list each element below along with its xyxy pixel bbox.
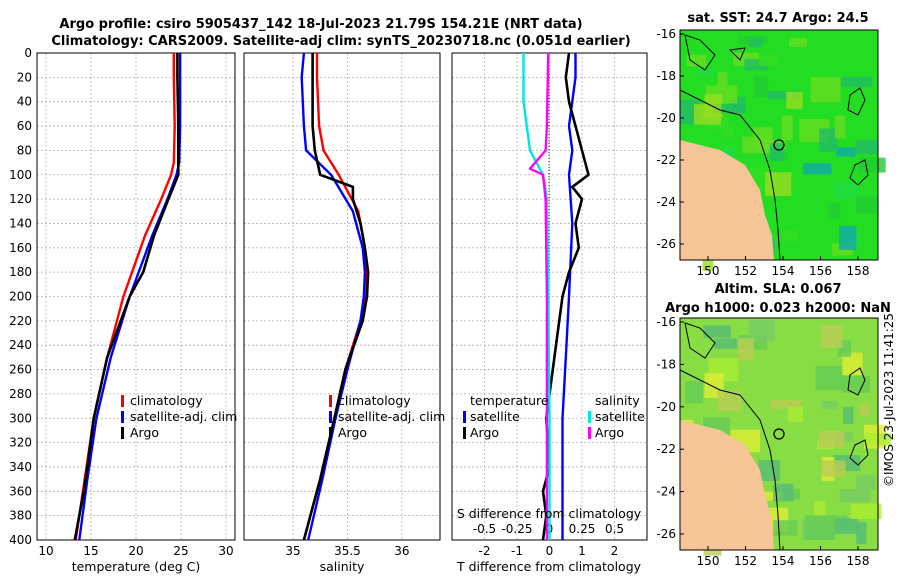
xtick-label: 30 (218, 544, 233, 558)
salinity-axes (243, 52, 441, 541)
lat-tick-label: -24 (656, 485, 676, 499)
title-line-1: Argo profile: csiro 5905437_142 18-Jul-2… (59, 17, 582, 32)
xtick-top-label: -0.25 (501, 522, 532, 536)
series-argo (73, 53, 180, 541)
lat-tick-label: -16 (656, 315, 676, 329)
ytick-label: 240 (9, 338, 32, 352)
lat-tick-label: -16 (656, 27, 676, 41)
ytick-label: 260 (9, 363, 32, 377)
lon-tick-label: 158 (847, 264, 870, 278)
ytick-label: 60 (17, 119, 32, 133)
xtick-label: 2 (611, 544, 619, 558)
legend-T-satellite: satellite (470, 409, 520, 424)
xtick-top-label: -0.5 (473, 522, 496, 536)
lat-tick-label: -22 (656, 442, 676, 456)
legend-S-satellite: satellite (595, 409, 645, 424)
ytick-label: 120 (9, 192, 32, 206)
series-s-argo (528, 52, 550, 540)
legend-satellite: satellite-adj. clim (130, 409, 237, 424)
lat-tick-label: -18 (656, 357, 676, 371)
lon-tick-label: 158 (847, 554, 870, 568)
ytick-label: 160 (9, 241, 32, 255)
legend-temperature: temperature (470, 393, 549, 408)
xtick-label: 15 (83, 544, 98, 558)
ytick-label: 140 (9, 216, 32, 230)
legend-climatology-2: climatology (338, 393, 411, 408)
imos-watermark: ©IMOS 23-Jul-2023 11:41:25 (882, 313, 896, 487)
lat-tick-label: -26 (656, 237, 676, 251)
legend-argo-2: Argo (338, 425, 367, 440)
ytick-label: 220 (9, 314, 32, 328)
xtick-top-label: 0.5 (605, 522, 624, 536)
sst-map: sat. SST: 24.7 Argo: 24.5 150 152 154 156 15… (656, 11, 886, 278)
legend-argo: Argo (130, 425, 159, 440)
difference-xlabel-top: S difference from climatology (457, 506, 642, 521)
xtick-label: 25 (173, 544, 188, 558)
legend-salinity: salinity (595, 393, 640, 408)
xtick-label: -2 (479, 544, 491, 558)
lon-tick-label: 152 (734, 554, 757, 568)
lat-tick-label: -20 (656, 400, 676, 414)
ytick-label: 20 (17, 70, 32, 84)
ytick-label: 100 (9, 168, 32, 182)
xtick-label: 10 (38, 544, 53, 558)
xtick-label: 20 (128, 544, 143, 558)
ytick-label: 400 (9, 533, 32, 547)
ytick-label: 320 (9, 436, 32, 450)
xtick-label: 1 (578, 544, 586, 558)
ytick-label: 0 (24, 46, 32, 60)
ytick-label: 340 (9, 460, 32, 474)
lat-tick-label: -26 (656, 527, 676, 541)
legend-climatology: climatology (130, 393, 203, 408)
sst-map-title: sat. SST: 24.7 Argo: 24.5 (687, 11, 868, 26)
ytick-label: 300 (9, 411, 32, 425)
ytick-label: 80 (17, 143, 32, 157)
lon-tick-label: 150 (697, 554, 720, 568)
temperature-panel: 0 20 40 60 80 100 120 140 160 180 200 220 240 260 280 3… (9, 46, 237, 574)
lat-tick-label: -20 (656, 111, 676, 125)
lon-tick-label: 150 (697, 264, 720, 278)
lon-tick-label: 156 (809, 554, 832, 568)
legend-S-argo: Argo (595, 425, 624, 440)
lon-tick-label: 154 (772, 554, 795, 568)
difference-panel: -2 -1 0 1 2-0.5 -0.25 0 0.25 0.5 T difference fr… (451, 52, 648, 574)
ytick-label: 360 (9, 484, 32, 498)
ytick-label: 200 (9, 290, 32, 304)
xtick-label: 35.5 (334, 544, 361, 558)
lon-tick-label: 152 (734, 264, 757, 278)
salinity-panel: 35 35.5 36 salinity climatology satellite-… (243, 52, 445, 574)
salinity-xlabel: salinity (320, 559, 365, 574)
xtick-label: 36 (394, 544, 409, 558)
ytick-label: 180 (9, 265, 32, 279)
sla-map-title-2: Argo h1000: 0.023 h2000: NaN (665, 301, 891, 316)
xtick-top-label: 0.25 (569, 522, 596, 536)
legend-T-argo: Argo (470, 425, 499, 440)
title-line-2: Climatology: CARS2009. Satellite-adj cli… (51, 34, 630, 49)
temperature-axes (36, 52, 236, 541)
lon-tick-label: 156 (809, 264, 832, 278)
sla-map: Altim. SLA: 0.067 Argo h1000: 0.023 h200… (656, 282, 892, 568)
difference-legend: temperature salinity satellite Argo sate… (463, 393, 645, 440)
salinity-legend: climatology satellite-adj. clim Argo (329, 393, 445, 440)
lat-tick-label: -22 (656, 153, 676, 167)
ytick-label: 380 (9, 509, 32, 523)
sla-map-title-1: Altim. SLA: 0.067 (715, 282, 842, 297)
lat-tick-label: -18 (656, 69, 676, 83)
xtick-label: 0 (546, 544, 554, 558)
ytick-label: 40 (17, 95, 32, 109)
xtick-label: -1 (511, 544, 523, 558)
ytick-label: 280 (9, 387, 32, 401)
temperature-xlabel: temperature (deg C) (72, 559, 201, 574)
legend-satellite-2: satellite-adj. clim (338, 409, 445, 424)
difference-xlabel: T difference from climatology (456, 559, 642, 574)
temperature-legend: climatology satellite-adj. clim Argo (121, 393, 237, 440)
xtick-label: 35 (285, 544, 300, 558)
lon-tick-label: 154 (772, 264, 795, 278)
lat-tick-label: -24 (656, 195, 676, 209)
